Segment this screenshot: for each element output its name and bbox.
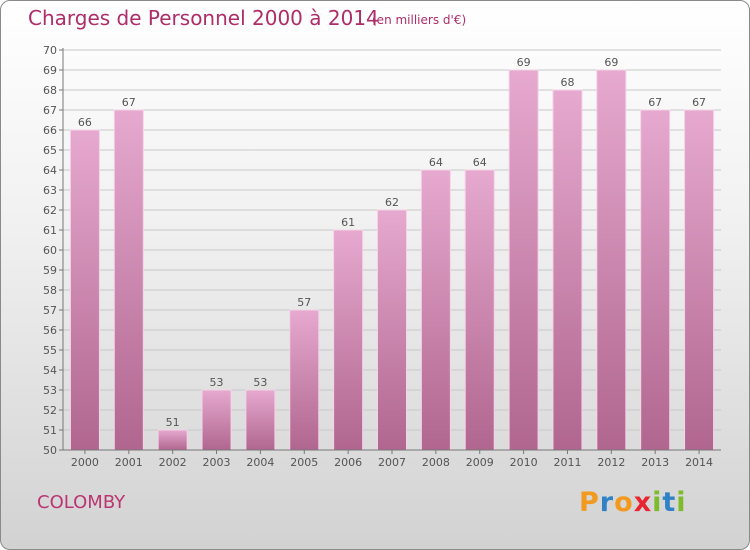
x-tick-label-2003: 2003 xyxy=(203,456,231,469)
data-label-2011: 68 xyxy=(560,76,574,89)
y-tick-label: 68 xyxy=(43,84,57,97)
bar-2004 xyxy=(245,389,276,451)
bar-2007 xyxy=(377,209,407,451)
y-tick-label: 62 xyxy=(43,204,57,217)
y-tick-label: 54 xyxy=(43,364,57,377)
x-tick-label-2004: 2004 xyxy=(246,456,274,469)
data-label-2008: 64 xyxy=(429,156,443,169)
x-tick-label-2010: 2010 xyxy=(510,456,538,469)
axis-layer: 50 51 52 53 54 55 56 57 58 59 60 61 62 63 64 65 66 67 68 69… xyxy=(43,44,721,469)
data-label-2007: 62 xyxy=(385,196,399,209)
logo-letter: i xyxy=(652,487,663,518)
data-label-2006: 61 xyxy=(341,216,355,229)
y-tick-label: 53 xyxy=(43,384,57,397)
chart-title: Charges de Personnel 2000 à 2014 xyxy=(28,6,379,30)
data-label-2013: 67 xyxy=(648,96,662,109)
x-tick-label-2007: 2007 xyxy=(378,456,406,469)
y-tick-label: 56 xyxy=(43,324,57,337)
y-tick-label: 59 xyxy=(43,264,57,277)
x-tick-label-2012: 2012 xyxy=(597,456,625,469)
x-tick-label-2011: 2011 xyxy=(553,456,581,469)
bar-2011 xyxy=(552,89,583,451)
x-tick-label-2008: 2008 xyxy=(422,456,450,469)
bar-2010 xyxy=(508,69,539,451)
bar-2006 xyxy=(333,229,364,451)
logo-letter: i xyxy=(676,487,687,518)
logo-letter: r xyxy=(599,487,615,518)
data-label-2001: 67 xyxy=(122,96,136,109)
data-label-2004: 53 xyxy=(253,376,267,389)
data-label-2009: 64 xyxy=(473,156,487,169)
bar-2001 xyxy=(113,109,144,451)
data-label-2002: 51 xyxy=(166,416,180,429)
x-tick-label-2001: 2001 xyxy=(115,456,143,469)
data-label-2014: 67 xyxy=(692,96,706,109)
chart-subtitle: (en milliers d'€) xyxy=(372,13,467,27)
logo-letter: t xyxy=(662,487,677,518)
bar-layer: 66 67 51 53 53 57 61 62 64 64 69 68 69 67 67 xyxy=(69,56,715,451)
x-tick-label-2005: 2005 xyxy=(290,456,318,469)
x-tick-label-2006: 2006 xyxy=(334,456,362,469)
x-tick-label-2009: 2009 xyxy=(466,456,494,469)
logo-letter: P xyxy=(579,487,600,518)
data-label-2005: 57 xyxy=(297,296,311,309)
bar-2014 xyxy=(684,109,715,451)
bar-2009 xyxy=(464,169,495,451)
y-tick-label: 70 xyxy=(43,44,57,57)
y-tick-label: 51 xyxy=(43,424,57,437)
y-tick-label: 65 xyxy=(43,144,57,157)
bar-2003 xyxy=(201,389,232,451)
town-name: COLOMBY xyxy=(37,492,126,513)
y-tick-label: 69 xyxy=(43,64,57,77)
x-tick-label-2013: 2013 xyxy=(641,456,669,469)
data-label-2010: 69 xyxy=(517,56,531,69)
y-tick-label: 55 xyxy=(43,344,57,357)
bar-2002 xyxy=(157,429,188,451)
y-tick-label: 57 xyxy=(43,304,57,317)
y-tick-label: 63 xyxy=(43,184,57,197)
y-tick-label: 60 xyxy=(43,244,57,257)
data-label-2000: 66 xyxy=(78,116,92,129)
data-label-2012: 69 xyxy=(604,56,618,69)
y-tick-label: 50 xyxy=(43,444,57,457)
bar-2005 xyxy=(289,309,320,451)
y-tick-label: 64 xyxy=(43,164,57,177)
y-tick-label: 61 xyxy=(43,224,57,237)
bar-2000 xyxy=(69,129,100,451)
proxiti-logo[interactable]: Proxiti xyxy=(579,487,687,518)
bar-2013 xyxy=(640,109,671,451)
logo-letter: x xyxy=(633,487,653,518)
data-label-2003: 53 xyxy=(210,376,224,389)
logo-letter: o xyxy=(614,487,634,518)
y-tick-label: 66 xyxy=(43,124,57,137)
x-tick-label-2000: 2000 xyxy=(71,456,99,469)
bar-2012 xyxy=(596,69,627,451)
y-tick-label: 52 xyxy=(43,404,57,417)
bar-2008 xyxy=(420,169,451,451)
y-tick-label: 58 xyxy=(43,284,57,297)
x-tick-label-2014: 2014 xyxy=(685,456,713,469)
y-tick-label: 67 xyxy=(43,104,57,117)
x-tick-label-2002: 2002 xyxy=(159,456,187,469)
